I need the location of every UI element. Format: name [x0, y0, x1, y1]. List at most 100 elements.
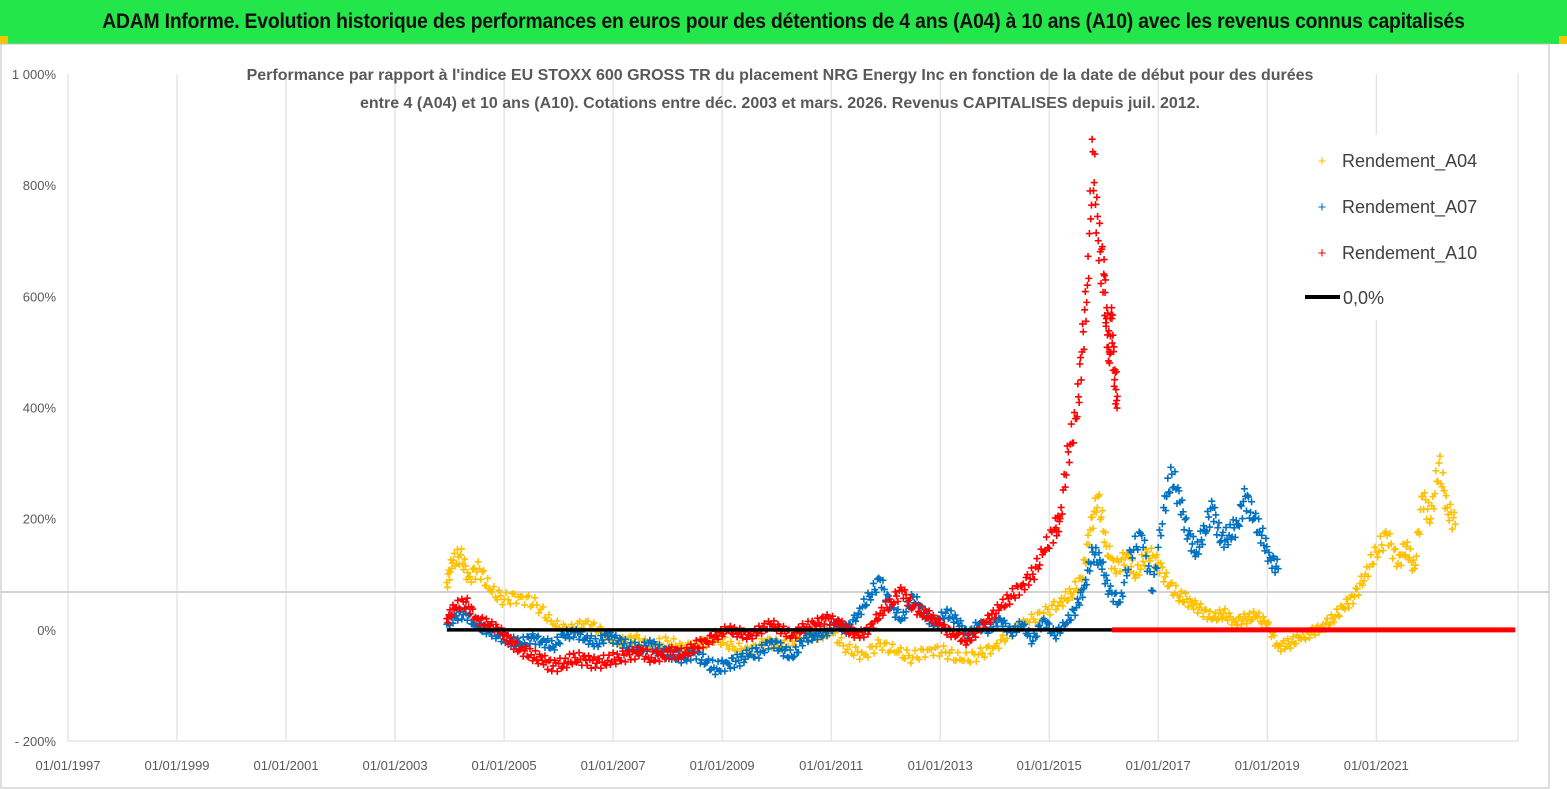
y-tick-label: 1 000%	[12, 67, 57, 82]
data-point-interp	[580, 620, 588, 628]
data-point-interp	[529, 601, 537, 609]
data-point-interp	[792, 643, 800, 651]
data-point-interp	[864, 589, 872, 597]
data-point-interp	[1070, 606, 1078, 614]
data-point-interp	[915, 655, 923, 663]
data-point-interp	[1081, 288, 1089, 296]
data-point-interp	[1146, 557, 1154, 565]
data-point-interp	[863, 601, 871, 609]
data-point-interp	[633, 631, 641, 639]
data-point-interp	[1112, 386, 1120, 394]
data-point-interp	[1412, 552, 1420, 560]
data-point-interp	[631, 655, 639, 663]
data-point-interp	[1255, 609, 1263, 617]
data-point-interp	[884, 592, 892, 600]
data-point-interp	[902, 608, 910, 616]
data-point-interp	[1036, 608, 1044, 616]
data-point-interp	[1138, 551, 1146, 559]
data-point-interp	[1089, 524, 1097, 532]
data-point-interp	[1147, 586, 1155, 594]
data-point-interp	[1097, 280, 1105, 288]
data-point-interp	[1103, 576, 1111, 584]
data-point-interp	[454, 553, 462, 561]
data-point-interp	[933, 643, 941, 651]
data-point-interp	[1112, 368, 1120, 376]
data-point	[729, 643, 737, 651]
data-point-interp	[628, 646, 636, 654]
data-point-interp	[662, 633, 670, 641]
data-point-interp	[1378, 541, 1386, 549]
data-point-interp	[464, 569, 472, 577]
data-point-interp	[1345, 604, 1353, 612]
data-point-interp	[610, 656, 618, 664]
data-point-interp	[732, 657, 740, 665]
data-point-interp	[857, 610, 865, 618]
data-point	[593, 659, 601, 667]
data-point-interp	[1261, 617, 1269, 625]
data-point-interp	[512, 599, 520, 607]
data-point-interp	[921, 653, 929, 661]
data-point-interp	[1113, 397, 1121, 405]
data-point-interp	[1120, 561, 1128, 569]
data-point-interp	[525, 633, 533, 641]
legend-a07-label: Rendement_A07	[1342, 197, 1477, 218]
data-point-interp	[1089, 187, 1097, 195]
data-point-interp	[450, 549, 458, 557]
data-point-interp	[1141, 536, 1149, 544]
data-point-interp	[1157, 532, 1165, 540]
data-point-interp	[725, 660, 733, 668]
data-point-interp	[1430, 505, 1438, 513]
y-tick-label: 600%	[23, 289, 57, 304]
data-point-interp	[589, 656, 597, 664]
data-point-interp	[1263, 543, 1271, 551]
data-point-interp	[962, 641, 970, 649]
data-point-interp	[1255, 515, 1263, 523]
data-point-interp	[839, 642, 847, 650]
data-point-interp	[1152, 563, 1159, 571]
x-tick-label: 01/01/2007	[581, 758, 646, 773]
data-point-interp	[1093, 504, 1101, 512]
data-point-interp	[1119, 592, 1127, 600]
data-point-interp	[733, 633, 741, 641]
data-point-interp	[1239, 616, 1247, 624]
data-point-interp	[1077, 354, 1085, 362]
data-point-interp	[1245, 493, 1253, 501]
data-point-interp	[537, 653, 545, 661]
data-point-interp	[913, 593, 921, 601]
data-point-interp	[506, 600, 514, 608]
data-point-interp	[478, 568, 486, 576]
data-point-interp	[539, 603, 547, 611]
data-point-interp	[1182, 514, 1190, 522]
data-point-interp	[842, 621, 850, 629]
data-point-interp	[905, 651, 913, 659]
data-point-interp	[864, 630, 872, 638]
data-point-interp	[997, 636, 1005, 644]
data-point-interp	[1156, 569, 1164, 577]
data-point-interp	[1057, 503, 1065, 511]
data-point-interp	[944, 615, 952, 623]
data-point-interp	[1335, 612, 1343, 620]
data-point-interp	[1235, 522, 1243, 530]
data-point-interp	[646, 636, 654, 644]
data-point-interp	[1134, 561, 1142, 569]
data-point-interp	[1173, 591, 1181, 599]
data-point-interp	[1367, 551, 1375, 559]
data-point-interp	[993, 601, 1001, 609]
data-point-interp	[1077, 376, 1085, 384]
data-point-interp	[1019, 580, 1027, 588]
data-point-interp	[1033, 555, 1041, 563]
data-point-interp	[480, 567, 488, 575]
data-point-interp	[797, 637, 805, 645]
data-point-interp	[621, 635, 629, 643]
data-point-interp	[1175, 487, 1183, 495]
data-point-interp	[917, 610, 925, 618]
data-point-interp	[752, 644, 760, 652]
data-point-interp	[858, 648, 866, 656]
data-point-interp	[1215, 519, 1223, 527]
data-point-interp	[576, 617, 584, 625]
data-point-interp	[444, 583, 452, 591]
banner-title: ADAM Informe. Evolution historique des p…	[102, 10, 1465, 33]
data-point-interp	[643, 646, 651, 654]
data-point-interp	[1273, 555, 1281, 563]
data-point	[1056, 598, 1064, 606]
